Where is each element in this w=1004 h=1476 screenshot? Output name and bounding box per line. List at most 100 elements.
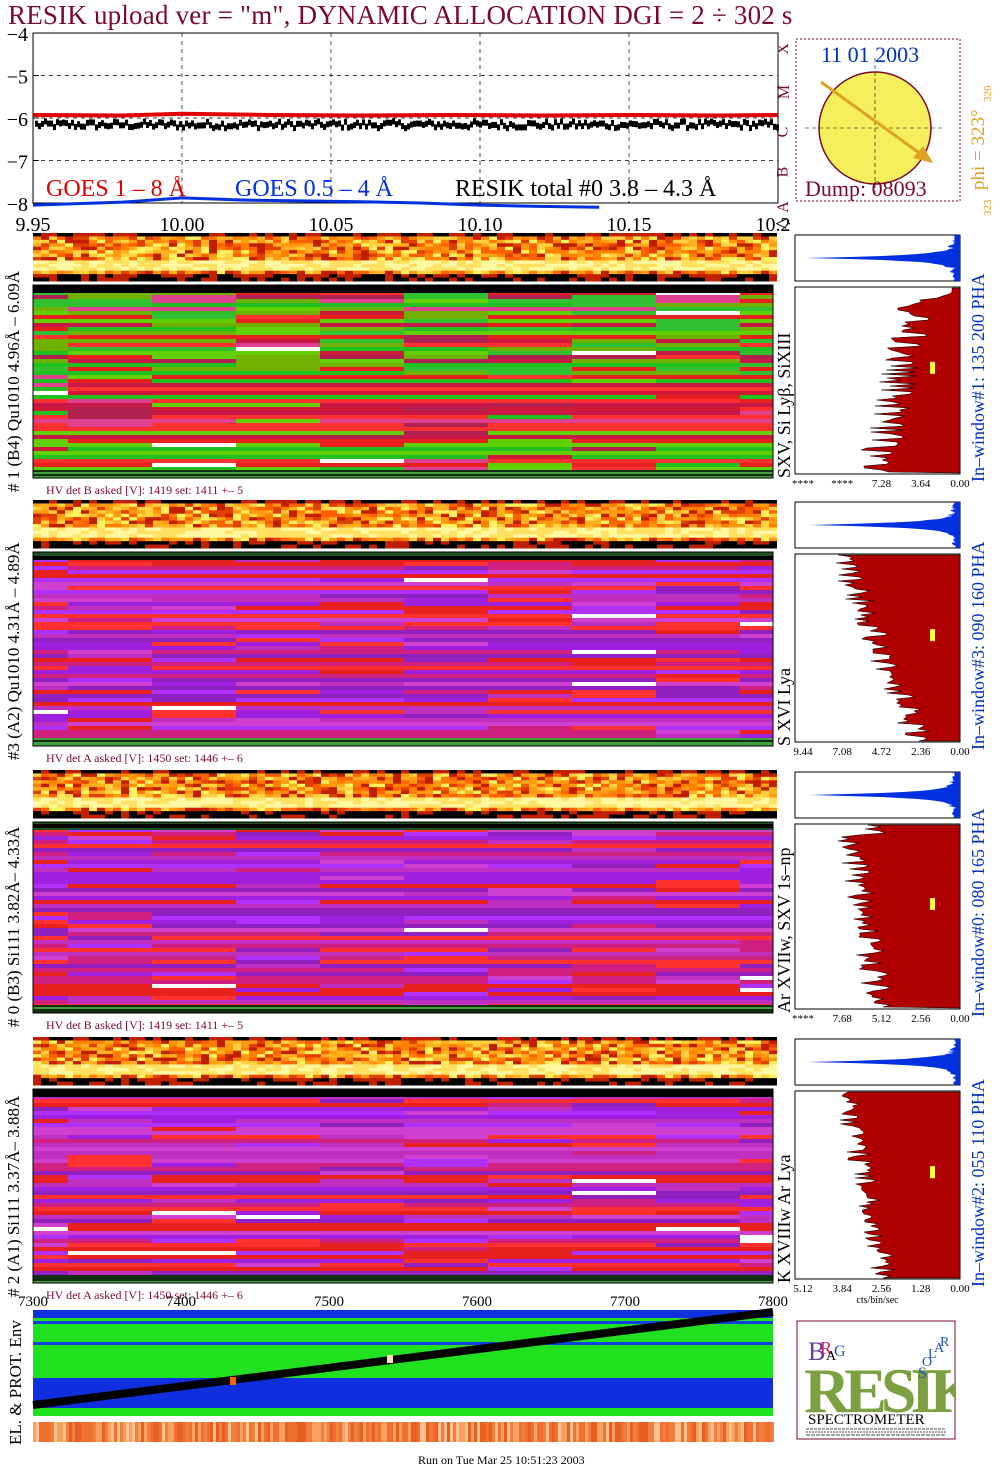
resik-point xyxy=(167,121,170,128)
resik-point xyxy=(566,123,569,130)
resik-point xyxy=(392,118,395,125)
resik-point xyxy=(227,123,230,130)
resik-point xyxy=(176,124,179,131)
hv-status-text: HV det A asked [V]: 1450 set: 1446 +– 6 xyxy=(46,1288,243,1302)
resik-point xyxy=(149,120,152,127)
resik-point xyxy=(296,120,299,127)
blue-pha-histogram xyxy=(794,501,961,549)
resik-point xyxy=(200,122,203,129)
resik-point xyxy=(422,121,425,128)
logo-r-small: R xyxy=(820,1338,832,1358)
resik-point xyxy=(398,119,401,126)
legend-resik: RESIK total #0 3.8 – 4.3 Å xyxy=(455,176,717,202)
resik-point xyxy=(650,123,653,130)
histogram-axis-ticks: **** 7.68 5.12 2.56 0.00 xyxy=(792,1013,970,1025)
goes-x-tick: 10.15 xyxy=(607,214,652,236)
resik-point xyxy=(47,120,50,127)
resik-point xyxy=(545,118,548,125)
resik-point xyxy=(593,120,596,127)
resik-point xyxy=(164,123,167,130)
resik-point xyxy=(455,122,458,129)
resik-point xyxy=(323,123,326,130)
resik-point xyxy=(137,122,140,129)
resik-point xyxy=(218,124,221,131)
resik-point xyxy=(470,121,473,128)
resik-point xyxy=(209,122,212,129)
resik-point xyxy=(611,119,614,126)
resik-point xyxy=(530,120,533,127)
resik-point xyxy=(239,119,242,126)
resik-point xyxy=(440,123,443,130)
in-window-label: In–window#3: 090 160 PHA xyxy=(968,541,988,750)
resik-point xyxy=(497,124,500,131)
resik-point xyxy=(539,123,542,130)
resik-point xyxy=(437,121,440,128)
resik-point xyxy=(269,120,272,127)
resik-point xyxy=(572,118,575,125)
env-x-tick: 7800 xyxy=(758,1294,788,1310)
resik-point xyxy=(101,120,104,127)
resik-point xyxy=(551,124,554,131)
resik-point xyxy=(605,123,608,130)
svg-text:0.00: 0.00 xyxy=(950,746,970,758)
resik-point xyxy=(575,123,578,130)
resik-point xyxy=(56,119,59,126)
resik-point xyxy=(110,122,113,129)
channel-heatmap xyxy=(32,284,774,479)
resik-point xyxy=(122,122,125,129)
resik-point xyxy=(179,121,182,128)
resik-point xyxy=(527,119,530,126)
resik-point xyxy=(641,122,644,129)
channel-line-label: K XVIIIw Ar Lya xyxy=(774,1154,794,1283)
logo-a2: A xyxy=(934,1341,945,1356)
resik-point xyxy=(560,118,563,125)
resik-point xyxy=(98,122,101,129)
resik-point xyxy=(461,123,464,130)
logo-o: O xyxy=(922,1355,932,1370)
resik-point xyxy=(614,124,617,131)
env-trend-line xyxy=(32,1308,774,1409)
logo-b: B xyxy=(808,1337,825,1366)
resik-point xyxy=(698,119,701,126)
resik-point xyxy=(674,122,677,129)
blue-pha-histogram xyxy=(794,771,961,819)
resik-logo: B R A G RESIK S O L A R SPECTROMETER xyxy=(796,1320,956,1440)
resik-point xyxy=(299,120,302,127)
resik-point xyxy=(584,119,587,126)
channel-top-strip xyxy=(33,233,777,282)
resik-point xyxy=(365,123,368,130)
resik-point xyxy=(623,122,626,129)
histogram-unit: cts/bin/sec xyxy=(856,1295,899,1305)
resik-point xyxy=(266,121,269,128)
resik-point xyxy=(203,122,206,129)
resik-point xyxy=(680,118,683,125)
resik-point xyxy=(749,125,752,132)
resik-point xyxy=(44,118,47,125)
resik-point xyxy=(725,123,728,130)
flare-class-letter: X xyxy=(774,43,792,55)
env-x-tick: 7400 xyxy=(166,1294,196,1310)
resik-point xyxy=(284,121,287,128)
resik-point xyxy=(443,120,446,127)
channel-line-label: SXV, Si Lyβ, SiXIII xyxy=(774,332,794,478)
resik-point xyxy=(503,122,506,129)
resik-point xyxy=(341,124,344,131)
resik-point xyxy=(668,123,671,130)
resik-point xyxy=(287,119,290,126)
channel-left-label: # 2 (A1) Si111 3.37Å– 3.88Å xyxy=(4,1095,23,1297)
channel-svg: HV det A asked [V]: 1450 set: 1446 +– 6 9… xyxy=(32,500,970,765)
in-window-label: In–window#1: 135 200 PHA xyxy=(968,273,988,482)
resik-point xyxy=(281,123,284,130)
resik-point xyxy=(707,120,710,127)
resik-point xyxy=(731,121,734,128)
resik-point xyxy=(431,120,434,127)
svg-text:****: **** xyxy=(831,478,853,490)
resik-point xyxy=(326,121,329,128)
env-chart: 7300 7400 7500 7600 7700 7800 xyxy=(18,1294,788,1442)
resik-point xyxy=(185,120,188,127)
channel-line-label: Ar XVIIw, SXV 1s–np xyxy=(774,847,794,1014)
resik-point xyxy=(458,122,461,129)
resik-point xyxy=(95,124,98,131)
legend-goes-long: GOES 1 – 8 Å xyxy=(46,176,187,202)
resik-point xyxy=(275,121,278,128)
